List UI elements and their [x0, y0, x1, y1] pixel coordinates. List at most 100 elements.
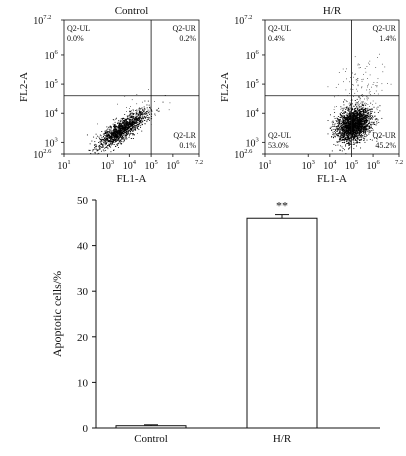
scatter-point — [139, 120, 141, 122]
scatter-point — [369, 94, 371, 95]
scatter-point — [102, 135, 104, 137]
scatter-point — [363, 117, 365, 119]
scatter-point — [142, 114, 144, 116]
scatter-point — [352, 144, 354, 145]
scatter-point — [357, 85, 359, 87]
scatter-point — [128, 130, 130, 132]
scatter-point — [131, 115, 133, 117]
scatter-point — [362, 104, 364, 106]
scatter-point — [348, 107, 349, 109]
scatter-point — [359, 110, 360, 112]
scatter-point — [348, 128, 350, 130]
scatter-point — [357, 80, 359, 81]
scatter-point — [130, 125, 132, 127]
scatter-point — [367, 120, 368, 121]
scatter-point — [357, 114, 359, 116]
scatter-point — [348, 138, 350, 140]
scatter-point — [342, 119, 344, 121]
scatter-point — [129, 117, 131, 119]
scatter-point — [358, 142, 360, 143]
scatter-point — [138, 125, 140, 127]
x-tick-label: 101 — [258, 159, 271, 172]
scatter-point — [105, 137, 107, 139]
scatter-point — [344, 129, 346, 131]
scatter-point — [345, 117, 347, 119]
scatter-point — [363, 114, 364, 115]
scatter-point — [114, 132, 116, 134]
y-tick-label: 103 — [45, 136, 58, 149]
scatter-point — [348, 116, 350, 118]
scatter-point — [366, 123, 368, 125]
scatter-point — [128, 136, 130, 138]
scatter-point — [361, 79, 363, 80]
scatter-point — [112, 150, 114, 151]
scatter-point — [361, 113, 363, 115]
scatter-point — [363, 118, 365, 120]
scatter-point — [120, 139, 122, 141]
scatter-point — [141, 111, 143, 113]
scatter-point — [364, 102, 366, 104]
scatter-point — [373, 115, 375, 117]
scatter-point — [140, 119, 142, 121]
scatter-point — [338, 121, 339, 123]
scatter-point — [131, 124, 133, 126]
scatter-point — [117, 137, 119, 138]
scatter-point — [359, 126, 361, 128]
scatter-point — [105, 146, 107, 148]
scatter-point — [360, 101, 362, 103]
scatter-point — [334, 118, 336, 119]
scatter-point — [353, 117, 355, 119]
scatter-point — [119, 129, 121, 131]
scatter-point — [348, 142, 350, 144]
scatter-point — [107, 140, 109, 142]
scatter-point — [94, 152, 96, 154]
scatter-point — [124, 95, 126, 97]
scatter-point — [141, 113, 143, 115]
scatter-point — [354, 122, 356, 124]
scatter-point — [351, 99, 353, 101]
scatter-point — [342, 115, 344, 117]
scatter-point — [349, 102, 351, 104]
scatter-point — [338, 119, 340, 120]
scatter-point — [361, 111, 363, 113]
scatter-point — [347, 133, 349, 135]
scatter-point — [336, 135, 338, 136]
scatter-point — [360, 116, 362, 118]
scatter-point — [121, 132, 123, 134]
scatter-point — [355, 113, 357, 115]
scatter-point — [357, 132, 359, 134]
scatter-point — [123, 126, 125, 128]
scatter-point — [106, 146, 108, 148]
scatter-point — [343, 131, 345, 133]
scatter-point — [374, 124, 376, 125]
scatter-point — [374, 93, 375, 94]
scatter-point — [147, 117, 148, 119]
scatter-point — [348, 108, 350, 110]
scatter-point — [362, 137, 364, 139]
scatter-point — [358, 103, 360, 105]
scatter-point — [125, 121, 127, 123]
scatter-point — [126, 129, 127, 131]
scatter-point — [365, 123, 367, 125]
scatter-point — [102, 149, 104, 151]
scatter-point — [132, 129, 134, 131]
scatter-point — [343, 81, 344, 83]
scatter-point — [353, 116, 355, 118]
scatter-point — [118, 120, 120, 122]
scatter-point — [361, 127, 363, 129]
scatter-point — [124, 130, 125, 132]
scatter-point — [365, 126, 367, 128]
scatter-point — [92, 150, 94, 152]
scatter-point — [110, 151, 112, 153]
scatter-point — [382, 71, 384, 73]
scatter-point — [113, 131, 115, 132]
scatter-point — [356, 136, 358, 138]
scatter-point — [357, 136, 359, 138]
scatter-point — [120, 138, 122, 140]
scatter-point — [151, 118, 153, 120]
scatter-point — [115, 134, 116, 136]
scatter-point — [358, 140, 360, 142]
scatter-point — [336, 130, 338, 132]
scatter-point — [149, 113, 150, 115]
scatter-point — [359, 114, 361, 115]
